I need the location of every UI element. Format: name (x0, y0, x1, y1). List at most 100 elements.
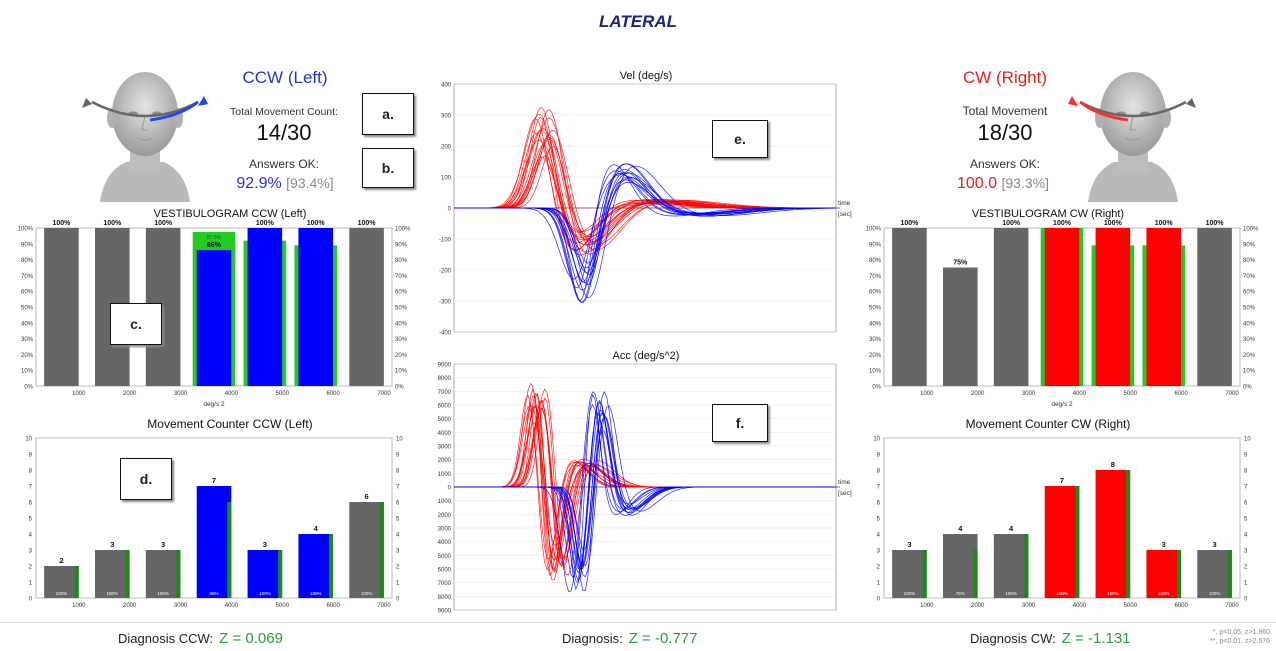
left-answers-value: 92.9% (236, 175, 282, 192)
y-tick-label: 7000 (438, 581, 452, 587)
x-tick-label: 5000 (1124, 603, 1138, 609)
footer-divider (0, 622, 1276, 623)
y-tick-label-left: 6 (877, 501, 881, 507)
series-line (454, 169, 836, 291)
y-tick-label-left: 10% (869, 369, 882, 375)
y-tick-label-left: 5 (877, 517, 881, 523)
y-tick-label-right: 70% (1243, 274, 1256, 280)
x-tick-label: 1000 (72, 391, 86, 397)
vestibulogram-ccw-chart: 0% 0% 10% 10% 20% 20% 30% 30% 40% 40% 50% 50% 60% 60%… (18, 220, 411, 408)
x-tick-label: 4000 (1073, 391, 1087, 397)
x-tick-label: 7000 (1225, 391, 1239, 397)
vestib-ccw-title: VESTIBULOGRAM CCW (Left) (153, 208, 307, 220)
acceleration-title: Acc (deg/s^2) (612, 350, 680, 362)
bar-value-label: 3 (1212, 540, 1216, 549)
y-tick-label-left: 3 (877, 549, 881, 555)
y-tick-label-left: 70% (869, 274, 882, 280)
green-bar (1227, 550, 1232, 598)
bar-value-label: 2 (59, 556, 63, 565)
bar-value-label: 100% (52, 220, 71, 227)
y-tick-label-left: 100% (18, 227, 34, 233)
x-tick-label: 7000 (1225, 603, 1239, 609)
y-tick-label-right: 2 (1244, 565, 1248, 571)
bar-value-label: 6 (364, 492, 368, 501)
bar-inner-label: 100% (157, 591, 169, 596)
y-tick-label-left: 30% (869, 337, 882, 343)
y-tick-label-right: 10% (1243, 369, 1256, 375)
x-tick-label: 3000 (1022, 391, 1036, 397)
bar-inner-label: 100% (1209, 591, 1221, 596)
x-axis-label: deg/s 2 (203, 401, 225, 408)
right-answers-value: 100.0 (957, 175, 998, 192)
bar-value-label: 3 (907, 540, 911, 549)
bar (1146, 550, 1182, 598)
right-answers-ref: [93.3%] (1001, 175, 1049, 191)
bar-inner-label: 100% (1056, 591, 1068, 596)
y-tick-label: 300 (441, 114, 452, 120)
y-tick-label: 3000 (438, 527, 452, 533)
green-bar (176, 550, 181, 598)
y-tick-label-left: 90% (21, 242, 34, 248)
bar (196, 250, 232, 386)
bar-inner-label: 75% (956, 591, 965, 596)
bar (993, 228, 1029, 386)
y-tick-label-left: 0% (24, 385, 33, 391)
y-tick-label-left: 80% (21, 258, 34, 264)
diagnosis-center: Diagnosis: Z = -0.777 (562, 630, 822, 647)
bar (349, 502, 384, 598)
y-tick-label-right: 0% (1243, 385, 1252, 391)
velocity-chart: 400 300 200 100 0 -100 -200 -300 -400 time [sec] (439, 83, 852, 337)
x-axis-label: deg/s 2 (1051, 401, 1073, 408)
bar-inner-label: 100% (310, 591, 322, 596)
bar (145, 550, 181, 598)
bar-inner-label: 100% (259, 591, 271, 596)
x-tick-label: 1000 (920, 391, 934, 397)
y-tick-label: 8000 (438, 376, 452, 382)
y-tick-label: 1000 (438, 472, 452, 478)
y-tick-label-left: 40% (869, 321, 882, 327)
movement-counter-ccw-chart: 0 0 1 1 2 2 3 3 4 4 5 5 6 6 7 7 8 8 9 9 10 10 2 100% 1000 3 100% 20… (25, 437, 403, 610)
bar (44, 566, 79, 598)
x-tick-label: 2000 (123, 603, 137, 609)
bar (942, 534, 978, 598)
y-tick-label-left: 80% (869, 258, 882, 264)
y-tick-label-left: 50% (869, 306, 882, 312)
bar-inner-label: 100% (1107, 591, 1119, 596)
y-tick-label: 100 (441, 176, 452, 182)
y-tick-label-left: 90% (869, 242, 882, 248)
bar-inner-label: 100% (904, 591, 916, 596)
y-tick-label: 2000 (438, 513, 452, 519)
y-tick-label-right: 6 (1244, 501, 1248, 507)
left-count-label: Total Movement Count: (230, 106, 338, 118)
y-tick-label-right: 7 (1244, 485, 1248, 491)
bar-value-label: 100% (256, 220, 275, 227)
y-tick-label: 8000 (438, 595, 452, 601)
green-bar (1126, 470, 1131, 598)
right-head-illustration (1079, 72, 1187, 202)
y-tick-label-right: 5 (1244, 517, 1248, 523)
y-tick-label-left: 9 (29, 453, 33, 459)
y-tick-label-right: 9 (1244, 453, 1248, 459)
bar-inner-label: 100% (361, 591, 373, 596)
y-tick-label: 400 (441, 83, 452, 89)
bar (1095, 228, 1131, 386)
y-tick-label-right: 4 (1244, 533, 1248, 539)
counter-cw-title: Movement Counter CW (Right) (965, 417, 1131, 431)
y-tick-label-right: 4 (396, 533, 400, 539)
y-tick-label-left: 2 (877, 565, 881, 571)
y-tick-label: 6000 (438, 404, 452, 410)
bar-value-label: 3 (161, 540, 165, 549)
y-tick-label-right: 2 (396, 565, 400, 571)
y-tick-label-right: 90% (395, 242, 408, 248)
y-tick-label-left: 5 (29, 517, 33, 523)
y-tick-label: 5000 (438, 417, 452, 423)
y-tick-label-left: 50% (21, 306, 34, 312)
bar (349, 228, 384, 386)
bar-value-label: 100% (1002, 220, 1021, 227)
bar-inner-label: 100% (107, 591, 119, 596)
y-tick-label-left: 3 (29, 549, 33, 555)
x-tick-label: 5000 (276, 603, 290, 609)
x-axis-label: time (838, 479, 851, 486)
y-tick-label-left: 6 (29, 501, 33, 507)
y-tick-label-right: 40% (1243, 321, 1256, 327)
